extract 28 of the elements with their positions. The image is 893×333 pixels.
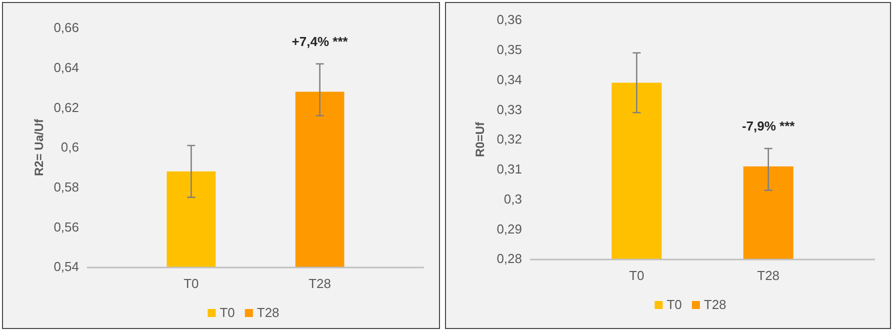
legend-label: T28 (704, 297, 726, 312)
legend-label: T0 (666, 297, 682, 312)
y-axis-title: R2= Ua/Uf (32, 118, 46, 176)
legend-label: T28 (256, 305, 280, 320)
y-tick-label: 0,3 (504, 191, 522, 206)
y-tick-label: 0,64 (54, 60, 79, 75)
y-tick-label: 0,32 (496, 132, 522, 147)
y-tick-label: 0,6 (60, 140, 79, 155)
y-tick-label: 0,66 (54, 20, 79, 36)
y-tick-label: 0,58 (54, 179, 79, 194)
y-tick-label: 0,62 (54, 100, 79, 115)
y-tick-label: 0,35 (496, 42, 522, 58)
x-tick-label: T28 (757, 268, 780, 283)
x-tick-label: T0 (184, 276, 199, 291)
y-tick-label: 0,36 (496, 12, 522, 28)
y-tick-label: 0,31 (496, 162, 522, 177)
x-tick-label: T0 (629, 268, 644, 283)
y-tick-label: 0,56 (54, 219, 79, 234)
annotation: -7,9% *** (742, 118, 796, 134)
x-tick-label: T28 (308, 276, 332, 291)
y-axis-title: R0=Uf (473, 120, 487, 158)
y-tick-label: 0,28 (496, 251, 522, 266)
y-tick-label: 0,33 (496, 102, 522, 117)
annotation: +7,4% *** (292, 34, 349, 49)
legend-label: T0 (220, 305, 235, 320)
y-tick-label: 0,34 (496, 72, 522, 87)
y-tick-label: 0,54 (54, 259, 79, 274)
y-tick-label: 0,29 (496, 221, 522, 236)
